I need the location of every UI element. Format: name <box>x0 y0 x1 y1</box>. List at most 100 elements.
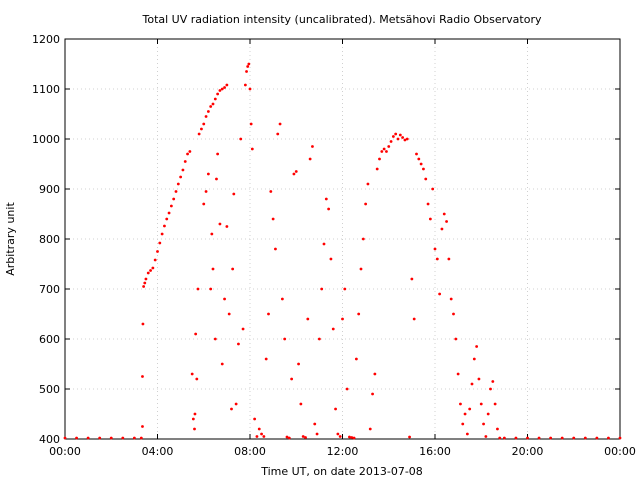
data-point <box>491 380 495 383</box>
data-point <box>98 436 102 440</box>
data-point <box>287 436 291 440</box>
data-point <box>211 267 215 271</box>
data-point <box>341 317 344 321</box>
data-point <box>456 372 460 376</box>
data-point <box>237 342 240 346</box>
data-point <box>121 436 125 440</box>
x-axis-label: Time UT, on date 2013-07-08 <box>260 465 423 478</box>
data-point <box>243 83 247 87</box>
data-point <box>141 425 144 428</box>
x-tick-label: 08:00 <box>234 445 266 458</box>
chart-title: Total UV radiation intensity (uncalibrat… <box>142 13 542 26</box>
data-point <box>486 412 490 416</box>
data-point <box>262 435 266 438</box>
y-tick-label: 400 <box>39 433 60 446</box>
data-point <box>250 147 254 151</box>
data-point <box>204 190 208 193</box>
data-point <box>206 172 210 176</box>
data-point <box>165 217 169 221</box>
data-point <box>364 202 368 206</box>
data-point <box>482 422 485 426</box>
data-point <box>560 436 564 440</box>
data-point <box>334 407 337 411</box>
data-point <box>489 387 492 391</box>
data-point <box>348 435 351 439</box>
data-point <box>234 402 238 406</box>
data-point <box>426 202 430 206</box>
data-point <box>465 432 469 436</box>
data-point <box>278 122 282 126</box>
data-point <box>220 362 224 366</box>
data-point <box>210 232 214 236</box>
data-point <box>218 222 222 226</box>
data-point <box>267 312 270 316</box>
data-point <box>163 224 166 228</box>
data-point <box>183 160 187 163</box>
data-point <box>398 133 402 137</box>
x-tick-label: 00:00 <box>49 445 81 458</box>
data-point <box>468 407 472 411</box>
data-point <box>403 138 407 142</box>
data-point <box>269 190 273 193</box>
data-point <box>257 427 261 431</box>
data-point <box>477 377 481 381</box>
data-point <box>366 182 370 186</box>
data-point <box>209 287 213 291</box>
data-point <box>498 436 502 440</box>
data-point <box>442 212 446 216</box>
y-tick-label: 800 <box>39 233 60 246</box>
data-point <box>249 122 253 126</box>
y-axis-label: Arbitrary unit <box>4 202 17 276</box>
data-point <box>315 432 319 436</box>
data-point <box>285 435 289 439</box>
data-point <box>417 157 421 161</box>
data-point <box>618 436 622 440</box>
data-point <box>382 147 386 151</box>
x-tick-label: 20:00 <box>512 445 544 458</box>
data-point <box>216 92 220 96</box>
data-point <box>324 197 328 201</box>
data-point <box>301 435 305 438</box>
data-point <box>179 175 183 179</box>
data-point <box>493 402 497 406</box>
data-point <box>206 110 210 113</box>
data-point <box>475 345 479 348</box>
data-point <box>299 402 303 406</box>
data-point <box>445 220 448 223</box>
data-point <box>449 297 453 301</box>
data-point <box>160 232 164 236</box>
data-point <box>327 207 331 211</box>
axis-ticks: 00:00 04:00 08:00 12:00 16:00 20:00 00:0040050… <box>32 33 636 458</box>
data-point <box>239 137 243 141</box>
x-tick-label: 12:00 <box>327 445 359 458</box>
data-point <box>343 287 347 291</box>
data-point <box>223 297 226 301</box>
data-point <box>132 436 136 440</box>
data-point <box>352 436 356 440</box>
data-point <box>153 258 157 262</box>
data-point <box>415 152 418 156</box>
data-point <box>336 432 340 436</box>
data-point <box>308 157 312 161</box>
data-point <box>375 167 379 171</box>
data-point <box>297 362 300 366</box>
data-point <box>304 436 307 439</box>
data-point <box>595 436 599 440</box>
data-point <box>496 427 499 431</box>
data-point <box>401 136 405 139</box>
y-tick-label: 600 <box>39 333 60 346</box>
data-point <box>422 167 425 171</box>
data-point <box>209 105 213 108</box>
data-point <box>322 242 326 246</box>
data-point <box>245 70 248 73</box>
data-point <box>371 392 374 396</box>
data-point <box>391 135 395 138</box>
data-point <box>354 357 358 361</box>
data-point <box>368 427 372 431</box>
x-tick-label: 00:00 <box>604 445 636 458</box>
data-point <box>452 312 455 316</box>
data-point <box>378 157 381 161</box>
data-point <box>435 257 439 261</box>
data-point <box>248 87 252 91</box>
y-tick-label: 500 <box>39 383 60 396</box>
